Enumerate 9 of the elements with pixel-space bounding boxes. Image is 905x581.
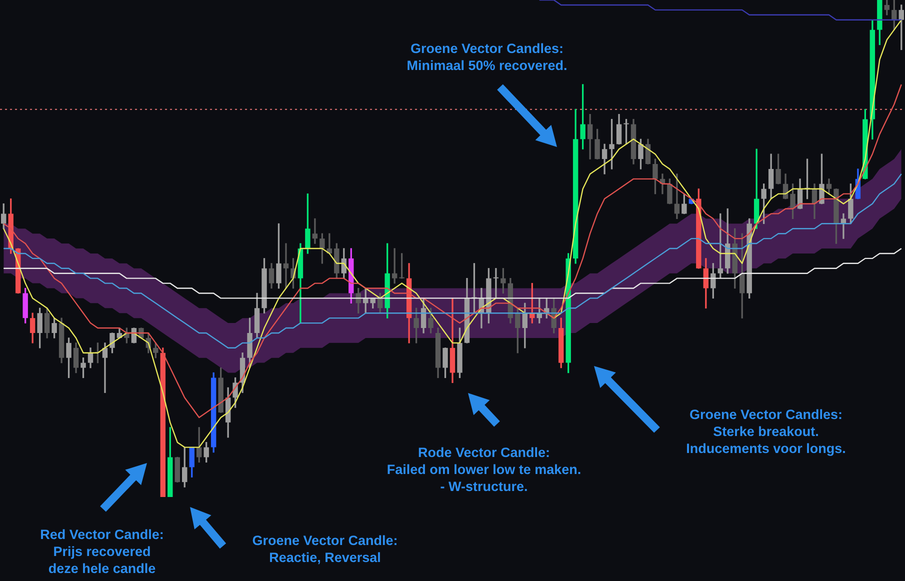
annotation: Groene Vector Candles: Sterke breakout. Inducements voor longs. [686,406,846,457]
candlestick [312,218,318,244]
text: Red Vector Candle: Prijs recovered deze hele candle [40,526,164,577]
annotation: Groene Vector Candles: Minimaal 50% recovered. [406,40,568,74]
candlestick [102,342,108,393]
annotation: Rode Vector Candle: Failed om lower low te maken. - W-structure. [386,444,582,495]
candlestick [283,243,289,289]
text: Groene Vector Candle: Reactie, Reversal [252,532,398,566]
candlestick [493,268,499,299]
